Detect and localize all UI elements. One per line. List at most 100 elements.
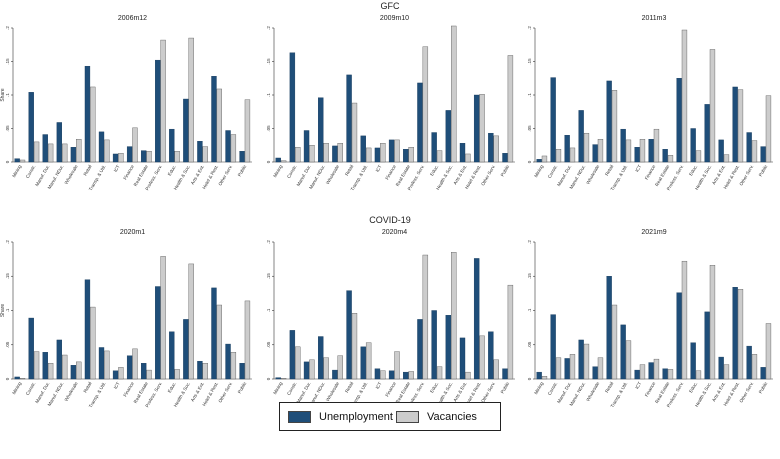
- bar-vacancies: [667, 369, 674, 380]
- x-tick-label: Finance: [644, 381, 657, 398]
- bar-vacancies: [541, 155, 548, 163]
- bar-unemployment: [403, 149, 409, 163]
- bar-unemployment: [289, 52, 296, 163]
- x-tick-label: Constr.: [25, 164, 37, 179]
- y-tick-label: 0: [5, 160, 10, 163]
- bar-vacancies: [737, 89, 744, 163]
- legend-label-vacancies: Vacancies: [427, 411, 477, 423]
- x-tick-label: ICT: [113, 381, 121, 390]
- bar-unemployment: [459, 337, 466, 380]
- bar-unemployment: [98, 347, 105, 380]
- bar-vacancies: [625, 340, 632, 380]
- bar-unemployment: [648, 362, 654, 380]
- bar-unemployment: [417, 319, 423, 380]
- bar-vacancies: [295, 346, 301, 380]
- bar-unemployment: [473, 258, 480, 380]
- x-tick-label: Mining: [533, 381, 544, 396]
- bar-unemployment: [388, 139, 395, 163]
- bar-unemployment: [360, 346, 366, 380]
- x-tick-label: Retail: [82, 164, 92, 177]
- bar-vacancies: [408, 371, 414, 380]
- group-title-gfc: GFC: [381, 1, 400, 11]
- x-tick-label: Wholesale: [585, 381, 600, 402]
- bar-vacancies: [280, 378, 287, 380]
- bar-unemployment: [28, 317, 34, 380]
- bar-unemployment: [431, 310, 437, 380]
- bar-unemployment: [536, 159, 542, 163]
- bar-vacancies: [493, 359, 499, 380]
- bar-vacancies: [625, 139, 632, 163]
- bar-unemployment: [14, 158, 20, 163]
- bar-vacancies: [436, 366, 443, 380]
- bar-vacancies: [380, 143, 386, 163]
- bar-vacancies: [90, 306, 96, 380]
- bar-vacancies: [351, 313, 358, 380]
- legend-swatch-unemployment: [288, 411, 311, 423]
- bar-unemployment: [332, 369, 338, 380]
- bar-vacancies: [569, 147, 576, 163]
- bar-vacancies: [188, 37, 194, 163]
- bar-unemployment: [690, 342, 696, 380]
- x-tick-label: Wholesale: [64, 381, 79, 402]
- y-tick-label: 0: [527, 377, 532, 380]
- bar-unemployment: [14, 376, 20, 380]
- bar-vacancies: [751, 354, 758, 380]
- bar-vacancies: [639, 364, 646, 380]
- bar-vacancies: [681, 260, 688, 380]
- y-tick-label: .05: [266, 341, 271, 348]
- bar-vacancies: [160, 39, 166, 163]
- bar-vacancies: [19, 159, 26, 163]
- bar-unemployment: [239, 151, 245, 163]
- bar-unemployment: [502, 153, 508, 163]
- x-tick-label: Retail: [604, 381, 614, 394]
- bar-vacancies: [33, 141, 40, 163]
- bar-unemployment: [662, 368, 668, 380]
- bar-vacancies: [611, 90, 618, 163]
- bar-vacancies: [394, 139, 400, 163]
- x-tick-label: Other Serv.: [480, 381, 496, 404]
- bar-vacancies: [408, 147, 414, 163]
- x-tick-label: Public: [500, 163, 511, 177]
- x-tick-label: Mining: [11, 381, 22, 396]
- bar-unemployment: [141, 150, 147, 163]
- x-tick-label: Educ.: [429, 164, 439, 177]
- x-tick-label: Other Serv.: [217, 164, 233, 187]
- bar-vacancies: [90, 86, 96, 163]
- bar-unemployment: [346, 74, 352, 163]
- bar-vacancies: [309, 145, 315, 163]
- x-tick-label: Other Serv.: [738, 164, 754, 187]
- bar-vacancies: [667, 155, 674, 163]
- bar-vacancies: [765, 323, 772, 380]
- x-tick-label: ICT: [634, 164, 642, 173]
- bar-unemployment: [704, 104, 710, 163]
- bar-unemployment: [346, 290, 352, 380]
- bar-vacancies: [695, 150, 702, 163]
- panel-title: 2009m10: [380, 15, 409, 22]
- bar-vacancies: [337, 355, 343, 380]
- bar-vacancies: [451, 252, 457, 380]
- bar-vacancies: [597, 139, 604, 163]
- bar-unemployment: [126, 355, 133, 380]
- bar-unemployment: [606, 276, 612, 380]
- x-tick-label: Arts & Ent.: [190, 164, 205, 186]
- bar-vacancies: [216, 304, 222, 380]
- bar-vacancies: [118, 367, 124, 380]
- bar-unemployment: [564, 358, 570, 380]
- x-tick-label: Other Serv.: [480, 164, 496, 187]
- bar-unemployment: [732, 287, 738, 380]
- x-tick-label: Educ.: [167, 164, 177, 177]
- x-tick-label: ICT: [113, 164, 121, 173]
- panel-title: 2011m3: [642, 15, 667, 22]
- y-tick-label: .15: [5, 273, 10, 280]
- bar-unemployment: [634, 369, 640, 380]
- bar-vacancies: [19, 378, 26, 380]
- bar-unemployment: [42, 134, 48, 163]
- legend-item-vacancies: Vacancies: [396, 410, 477, 424]
- bar-vacancies: [132, 127, 138, 163]
- panel-title: 2021m9: [641, 229, 666, 236]
- bar-unemployment: [56, 339, 63, 380]
- bar-vacancies: [47, 143, 54, 163]
